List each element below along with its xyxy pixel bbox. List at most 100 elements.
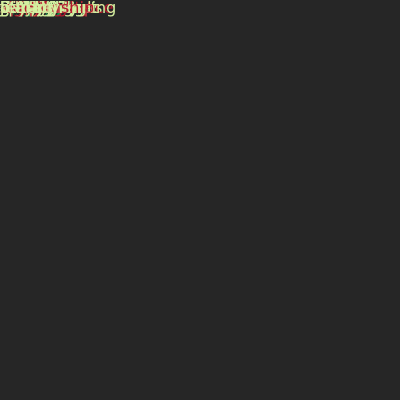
- word-habits: habits: [0, 0, 50, 17]
- word-manifest: manifest: [0, 0, 71, 17]
- word-passionate: passionate: [0, 0, 87, 17]
- word-think: think: [0, 0, 41, 17]
- word-overthink: overthink: [0, 0, 76, 17]
- word-based: based: [0, 0, 49, 17]
- word-insecure: insecure: [0, 0, 68, 17]
- word-causes: causes: [0, 0, 56, 17]
- word-stay: stay: [0, 0, 34, 17]
- word-dream: dream: [0, 0, 52, 17]
- word-pleasing: pleasing: [0, 0, 68, 17]
- word-women: women: [0, 0, 59, 17]
- word-survive: survive: [0, 0, 59, 17]
- word-lives: lives: [0, 0, 37, 17]
- word-friends: friends: [0, 0, 56, 17]
- word-different: different: [0, 0, 68, 17]
- word-single: single: [0, 0, 48, 17]
- word-value: value: [0, 0, 44, 17]
- word-explanation: explanation: [0, 0, 95, 17]
- word-become: become: [0, 0, 65, 17]
- word-validation: validation: [0, 0, 79, 17]
- word-chapters: chapters: [0, 0, 70, 17]
- word-hard: hard: [0, 0, 37, 17]
- word-achieve: achieve: [0, 0, 63, 17]
- word-highest: highest: [0, 0, 60, 17]
- word-back: back: [0, 0, 39, 17]
- word-daily: daily: [0, 0, 39, 17]
- word-boundaries: boundaries: [0, 0, 90, 17]
- word-enjoy: enjoy: [0, 0, 44, 17]
- word-coping: coping: [0, 0, 54, 17]
- word-start: start: [0, 0, 38, 17]
- word-male: male: [0, 0, 40, 17]
- word-community: community: [0, 0, 91, 17]
- word-simple: simple: [0, 0, 53, 17]
- word-self: self: [0, 0, 29, 17]
- word-feeling: feeling: [0, 0, 55, 17]
- word-time: time: [0, 0, 37, 17]
- word-spending: spending: [0, 0, 74, 17]
- word-seeking: seeking: [0, 0, 63, 17]
- word-dive: dive: [0, 0, 34, 17]
- word-actually: actually: [0, 0, 64, 17]
- word-routine: routine: [0, 0, 57, 17]
- word-instead: instead: [0, 0, 59, 17]
- word-fear: fear: [0, 0, 32, 17]
- word-insecurity: insecurity: [0, 0, 79, 17]
- word-girl: girl: [0, 0, 26, 17]
- word-covers: covers: [0, 0, 53, 17]
- word-standards: standards: [0, 0, 80, 17]
- word-many: many: [0, 0, 45, 17]
- word-woman: woman: [0, 0, 59, 17]
- word-tasks: tasks: [0, 0, 43, 17]
- word-stories: stories: [0, 0, 54, 17]
- word-history: history: [0, 0, 56, 17]
- word-really: really: [0, 0, 45, 17]
- word-advice: advice: [0, 0, 53, 17]
- word-feel: feel: [0, 0, 30, 17]
- word-pleaser: pleaser: [0, 0, 60, 17]
- word-video: video: [0, 0, 44, 17]
- word-true: true: [0, 0, 33, 17]
- word-outlined: outlined: [0, 0, 66, 17]
- word-treating: treating: [0, 0, 64, 17]
- word-process: process: [0, 0, 62, 17]
- word-make: make: [0, 0, 44, 17]
- word-went: went: [0, 0, 40, 17]
- word-give: give: [0, 0, 34, 17]
- word-key: key: [0, 0, 29, 17]
- word-bare: bare: [0, 0, 37, 17]
- word-syndrome: syndrome: [0, 0, 80, 17]
- word-nourishing: nourishing: [0, 0, 85, 17]
- word-success: success: [0, 0, 63, 17]
- word-sign: sign: [0, 0, 34, 17]
- word-jealous: jealous: [0, 0, 57, 17]
- word-conquer: conquer: [0, 0, 66, 17]
- word-detachment: detachment: [0, 0, 97, 17]
- word-raise: raise: [0, 0, 40, 17]
- word-solutions: solutions: [0, 0, 72, 17]
- word-chapter: chapter: [0, 0, 62, 17]
- word-examples: examples: [0, 0, 78, 17]
- word-confident: confident: [0, 0, 76, 17]
- word-journey: journey: [0, 0, 61, 17]
- word-relationship: relationship: [0, 0, 95, 17]
- word-attachment: attachment: [0, 0, 93, 17]
- word-understanding: understanding: [0, 0, 117, 17]
- word-finale: finale: [0, 0, 45, 17]
- word-love: love: [0, 0, 34, 17]
- word-lonely: lonely: [0, 0, 49, 17]
- word-dater: dater: [0, 0, 43, 17]
- word-relationships: relationships: [0, 0, 103, 17]
- word-overcome: overcome: [0, 0, 80, 17]
- word-dilemmas: dilemmas: [0, 0, 79, 17]
- word-like: like: [0, 0, 28, 17]
- word-life: life: [0, 0, 25, 17]
- word-heal: heal: [0, 0, 35, 17]
- word-good: good: [0, 0, 40, 17]
- word-strategies: strategies: [0, 0, 80, 17]
- word-valentines: valentines: [0, 0, 83, 17]
- word-adopt: adopt: [0, 0, 47, 17]
- word-literally: literally: [0, 0, 60, 17]
- word-failure: failure: [0, 0, 51, 17]
